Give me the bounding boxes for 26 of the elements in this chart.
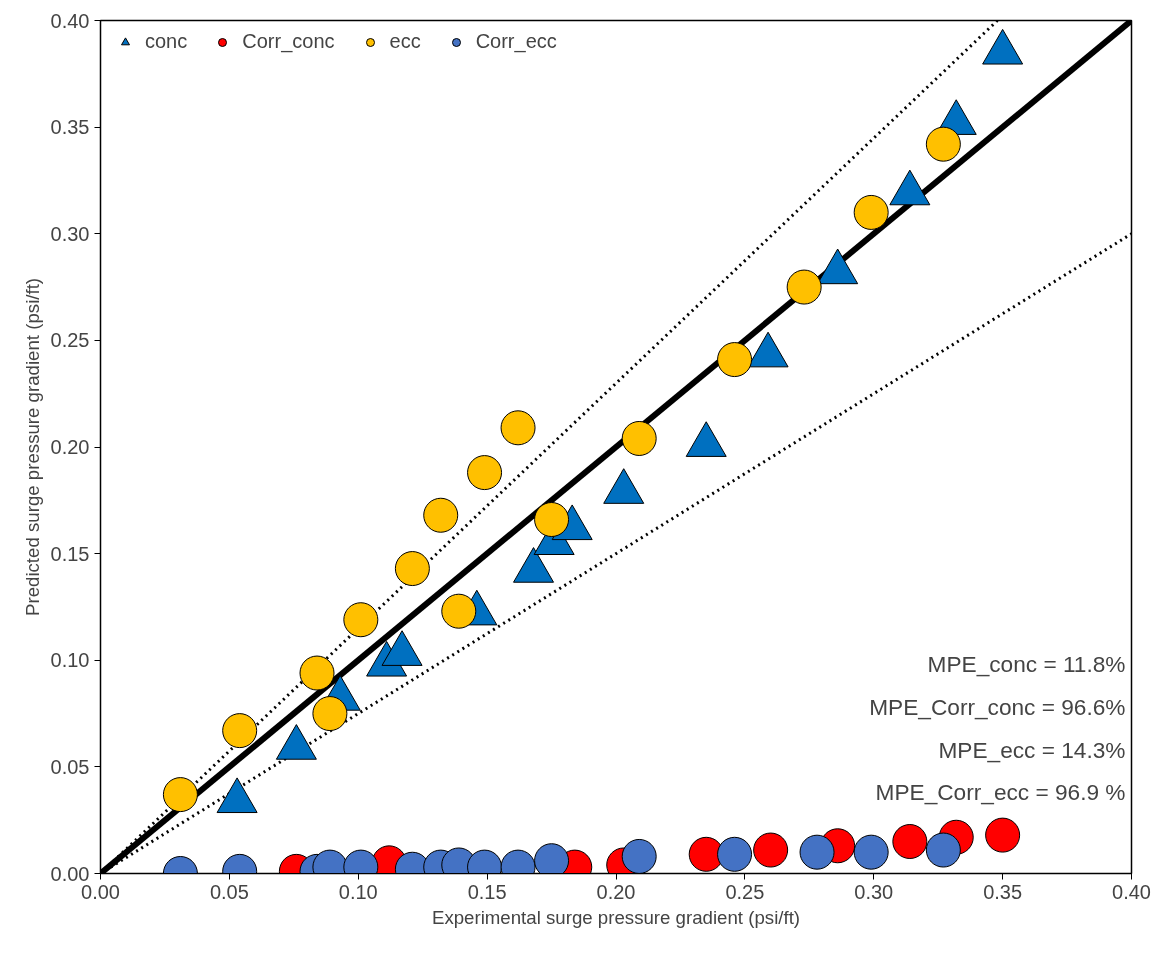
x-tick-label: 0.15 xyxy=(467,880,507,903)
legend-label: Corr_conc xyxy=(242,30,335,53)
annotation: MPE_ecc = 14.3% xyxy=(938,736,1126,763)
y-tick-label: 0.10 xyxy=(50,649,90,672)
legend-label: Corr_ecc xyxy=(475,30,557,53)
y-tick-label: 0.35 xyxy=(50,116,90,139)
y-tick-label: 0.05 xyxy=(50,755,90,778)
annotation: MPE_Corr_conc = 96.6% xyxy=(869,693,1126,720)
x-tick-label: 0.05 xyxy=(209,880,249,903)
y-tick-label: 0.30 xyxy=(50,222,90,245)
x-tick-label: 0.25 xyxy=(725,880,765,903)
y-axis-title: Predicted surge pressure gradient (psi/ft) xyxy=(21,277,43,617)
x-tick-label: 0.30 xyxy=(854,880,894,903)
y-tick-label: 0.25 xyxy=(50,329,90,352)
y-tick-label: 0.20 xyxy=(50,436,90,458)
x-tick-label: 0.40 xyxy=(1112,880,1151,903)
y-tick-label: 0.40 xyxy=(50,9,90,32)
x-tick-label: 0.10 xyxy=(338,880,378,903)
annotation: MPE_conc = 11.8% xyxy=(927,651,1126,678)
y-tick-label: 0.15 xyxy=(50,542,90,565)
x-axis-title: Experimental surge pressure gradient (psi/ft) xyxy=(431,906,801,928)
x-tick-label: 0.35 xyxy=(983,880,1023,903)
legend-label: conc xyxy=(145,30,188,53)
annotation: MPE_Corr_ecc = 96.9 % xyxy=(875,779,1126,806)
legend-label: ecc xyxy=(389,30,421,53)
x-tick-label: 0.20 xyxy=(596,880,636,903)
